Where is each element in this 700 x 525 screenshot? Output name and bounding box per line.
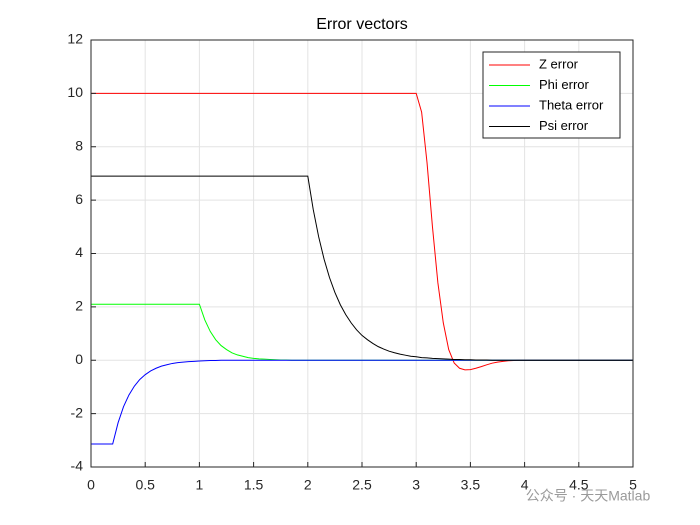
legend-label: Theta error [539,97,604,112]
x-tick-label: 1.5 [244,477,264,493]
x-tick-label: 2 [304,477,312,493]
y-tick-label: 2 [75,298,83,314]
x-tick-label: 0 [87,477,95,493]
x-tick-label: 2.5 [352,477,372,493]
x-tick-label: 5 [629,477,637,493]
x-tick-label: 3 [412,477,420,493]
watermark: 公众号 · 天天Matlab [526,488,651,504]
x-tick-label: 0.5 [135,477,155,493]
y-tick-label: 12 [67,31,83,47]
y-tick-label: -4 [71,458,84,474]
ticks: 0 0.5 1 1.5 2 2.5 3 3.5 4 4.5 5 -4 -2 0 2 4 6 8 10 12 [67,31,637,493]
legend: Z error Phi error Theta error Psi error [482,51,621,139]
legend-label: Phi error [539,77,590,92]
y-tick-label: 0 [75,351,83,367]
legend-box [482,51,621,139]
x-tick-label: 4 [521,477,529,493]
legend-label: Z error [539,56,579,71]
y-tick-label: 10 [67,84,83,100]
y-tick-label: -2 [71,404,84,420]
legend-label: Psi error [539,118,589,133]
y-tick-label: 8 [75,137,83,153]
plot-lines [91,92,633,445]
x-tick-label: 3.5 [461,477,481,493]
series-line [91,175,633,361]
chart-title: Error vectors [316,16,408,33]
y-tick-label: 4 [75,244,83,260]
y-tick-label: 6 [75,191,83,207]
x-tick-label: 1 [196,477,204,493]
x-tick-label: 4.5 [569,477,589,493]
